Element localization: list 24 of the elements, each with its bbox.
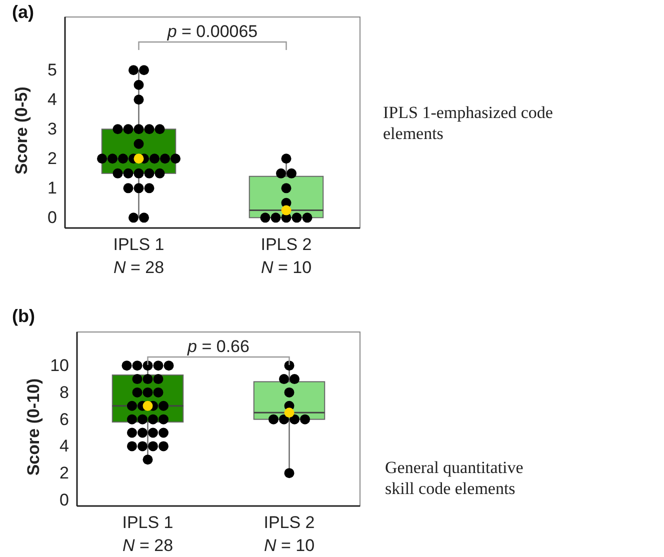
- text: General quantitative skill code elements: [385, 458, 524, 498]
- y-axis-title: Score (0-10): [24, 378, 43, 476]
- y-axis-title: Score (0-5): [12, 86, 31, 174]
- text: IPLS 1-emphasized code elements: [383, 103, 553, 143]
- x-tick-label: IPLS 1 N = 28: [122, 513, 174, 555]
- x-tick-label: IPLS 1 N = 28: [113, 235, 164, 277]
- y-tick-label: 2: [48, 149, 57, 168]
- y-tick-label: 10: [50, 356, 69, 376]
- annotation: p = 0.66: [186, 337, 250, 356]
- x-tick-label: IPLS 2 N = 10: [260, 235, 312, 277]
- y-tick-label: 5: [48, 60, 57, 80]
- chart-title: (a): [12, 2, 34, 22]
- y-tick-label: 8: [60, 382, 69, 402]
- y-tick-label: 6: [60, 410, 69, 429]
- y-tick-label: 0: [60, 490, 69, 510]
- x-tick-label: IPLS 2 N = 10: [264, 513, 315, 555]
- y-tick-label: 3: [48, 120, 57, 139]
- y-tick-label: 1: [48, 178, 57, 198]
- y-tick-label: 0: [48, 208, 57, 228]
- annotation: p = 0.00065: [166, 22, 258, 41]
- y-tick-label: 4: [60, 436, 69, 456]
- chart-title: (b): [12, 306, 35, 326]
- y-tick-label: 4: [48, 90, 57, 110]
- y-tick-label: 2: [60, 464, 69, 483]
